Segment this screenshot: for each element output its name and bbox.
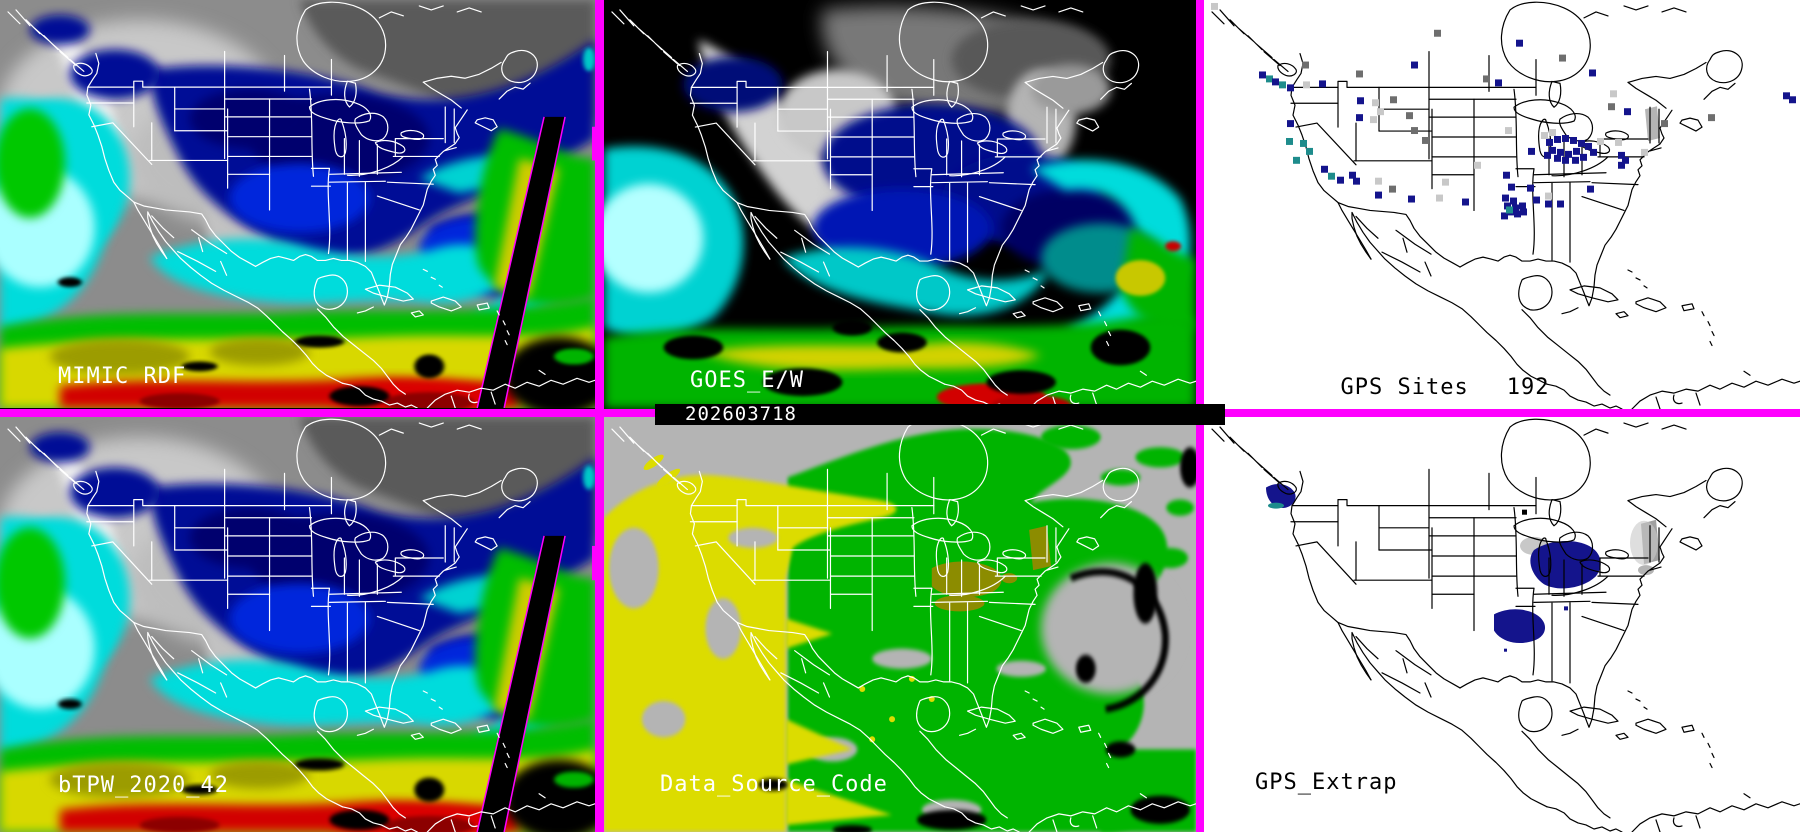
btpw-label: bTPW_2020_42 <box>58 773 229 798</box>
timestamp-bar: 202603718 <box>655 404 1225 425</box>
data-source-code-label: Data_Source_Code <box>660 772 888 797</box>
goes-ew-label: GOES_E/W <box>690 368 804 393</box>
panel-gps-sites: GPS Sites 192 <box>1204 0 1800 409</box>
timestamp-text: 202603718 <box>685 403 797 425</box>
panel-btpw: bTPW_2020_42 <box>0 417 595 832</box>
gps-sites-label: GPS Sites 192 <box>1255 350 1549 409</box>
mimic-rdf-image <box>0 0 595 408</box>
vermont-gray-region <box>1645 106 1660 141</box>
panel-data-source-code: Data_Source_Code <box>604 417 1196 832</box>
btpw-image <box>0 417 595 832</box>
gps-sites-map <box>1211 1 1800 409</box>
panel-gps-extrap: GPS_Extrap <box>1204 417 1800 832</box>
gps-site-markers <box>1211 2 1796 220</box>
gps-sites-title: GPS Sites <box>1340 375 1469 400</box>
data-source-code-image <box>604 417 1196 832</box>
gps-extrap-label: GPS_Extrap <box>1255 770 1398 795</box>
goes-ew-image <box>604 0 1196 409</box>
gps-extrap-regions <box>1266 483 1660 652</box>
gps-sites-count: 192 <box>1506 375 1550 400</box>
mimic-rdf-label: MIMIC RDF <box>58 364 187 389</box>
panel-goes-ew: GOES_E/W <box>604 0 1196 409</box>
gps-extrap-map <box>1211 418 1800 832</box>
panel-mimic-rdf: MIMIC RDF <box>0 0 595 408</box>
